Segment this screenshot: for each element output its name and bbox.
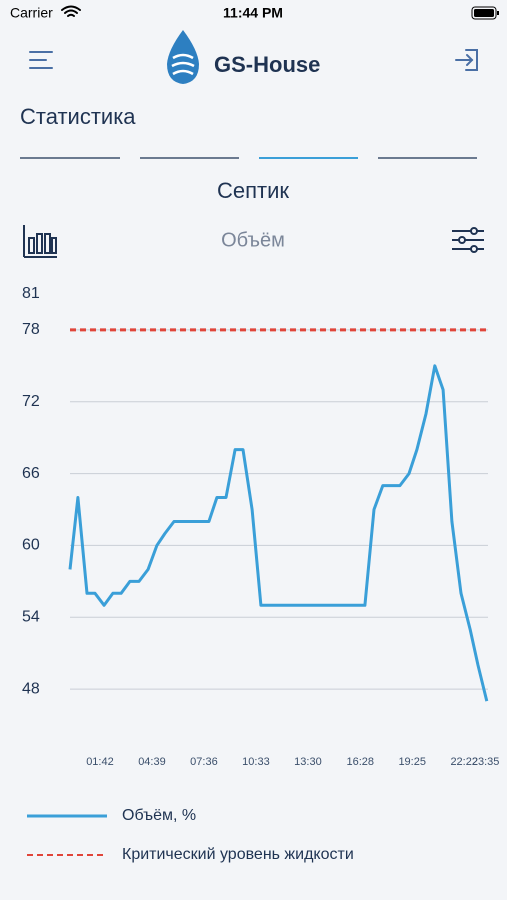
legend-label: Критический уровень жидкости [122,846,354,863]
x-tick-label: 22:22 [450,756,478,768]
carrier: Carrier [10,5,53,21]
clock: 11:44 PM [223,5,283,21]
y-tick-label: 66 [22,465,40,482]
section-title: Статистика [20,104,136,129]
x-tick-label: 10:33 [242,756,270,768]
logo [167,30,199,84]
y-tick-label: 48 [22,680,40,697]
x-tick-label: 23:35 [472,756,500,768]
x-tick-label: 07:36 [190,756,218,768]
x-tick-label: 19:25 [398,756,426,768]
app-title: GS-House [214,52,320,77]
menu-button[interactable] [29,51,53,69]
battery-icon [471,6,499,20]
y-tick-label: 54 [22,608,40,625]
x-tick-label: 13:30 [294,756,322,768]
y-tick-label: 60 [22,537,40,554]
filter-button[interactable] [452,227,484,253]
wifi-icon [61,5,81,17]
logout-button[interactable] [455,49,478,71]
y-tick-label: 81 [22,285,40,302]
device-title: Септик [217,178,289,203]
y-tick-label: 78 [22,321,40,338]
chart-type-button[interactable] [23,225,57,258]
x-tick-label: 16:28 [346,756,374,768]
y-tick-label: 72 [22,393,40,410]
series-line [68,364,489,702]
chart-title: Объём [221,229,285,251]
x-tick-label: 04:39 [138,756,166,768]
legend-label: Объём, % [122,807,196,824]
x-tick-label: 01:42 [86,756,114,768]
